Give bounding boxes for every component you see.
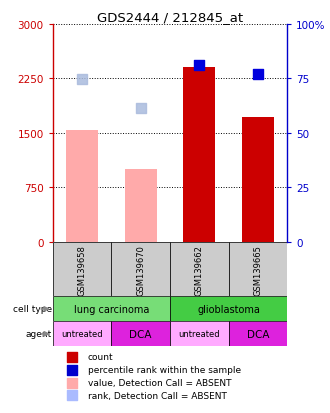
Bar [66,131,98,242]
Point [80,76,85,83]
Point [69,354,74,360]
Text: GSM139670: GSM139670 [136,244,145,295]
Point [69,366,74,373]
Text: DCA: DCA [247,329,269,339]
Text: untreated: untreated [179,330,220,339]
Bar [112,242,170,297]
Text: count: count [88,352,114,361]
Text: GSM139658: GSM139658 [78,244,86,295]
Point [138,106,143,112]
Bar [124,170,157,242]
Bar [53,242,112,297]
Bar [170,297,287,322]
Point [197,63,202,69]
Text: DCA: DCA [129,329,152,339]
Bar [242,118,274,242]
Point [255,71,260,78]
Bar [183,68,215,242]
Bar [112,322,170,347]
Text: lung carcinoma: lung carcinoma [74,304,149,314]
Text: cell type: cell type [13,305,51,313]
Bar [170,242,229,297]
Bar [170,322,229,347]
Bar [53,297,170,322]
Text: glioblastoma: glioblastoma [197,304,260,314]
Text: agent: agent [25,330,51,339]
Point [69,379,74,386]
Text: rank, Detection Call = ABSENT: rank, Detection Call = ABSENT [88,391,227,400]
Point [69,392,74,399]
Text: GSM139662: GSM139662 [195,244,204,295]
Text: untreated: untreated [61,330,103,339]
Title: GDS2444 / 212845_at: GDS2444 / 212845_at [97,11,243,24]
Bar [53,322,112,347]
Text: value, Detection Call = ABSENT: value, Detection Call = ABSENT [88,378,231,387]
Bar [228,322,287,347]
Text: percentile rank within the sample: percentile rank within the sample [88,365,241,374]
Bar [228,242,287,297]
Text: GSM139665: GSM139665 [253,244,262,295]
